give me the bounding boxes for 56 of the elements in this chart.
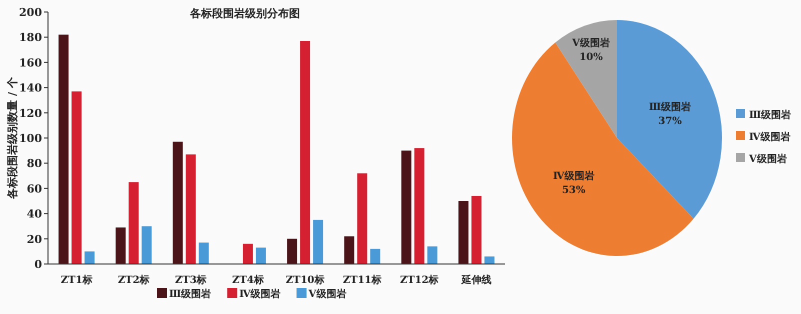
- y-tick-label: 200: [19, 6, 42, 19]
- y-tick-label: 0: [34, 258, 42, 271]
- legend-label: Ⅴ级围岩: [308, 288, 346, 300]
- y-tick-label: 180: [19, 31, 42, 44]
- bar: [484, 256, 494, 264]
- chart-title: 各标段围岩级别分布图: [189, 7, 300, 20]
- legend-label: Ⅴ级围岩: [748, 153, 787, 165]
- bar: [300, 40, 310, 264]
- slice-label: Ⅲ级围岩: [648, 101, 692, 114]
- bar: [313, 220, 324, 264]
- bar: [186, 154, 196, 264]
- legend-label: Ⅲ级围岩: [749, 109, 792, 121]
- bar: [72, 91, 82, 264]
- x-tick-label: ZT10标: [286, 274, 324, 286]
- y-axis-title: 各标段围岩级别数量 / 个: [6, 76, 19, 200]
- y-tick-label: 140: [19, 82, 42, 95]
- y-tick-label: 40: [26, 208, 42, 221]
- slice-label: Ⅳ级围岩: [553, 170, 594, 182]
- bar: [128, 182, 139, 264]
- bar: [427, 246, 438, 264]
- bar: [458, 201, 468, 264]
- y-tick-label: 20: [26, 232, 42, 246]
- bar: [84, 251, 95, 264]
- y-tick-label: 60: [26, 182, 42, 196]
- bar: [58, 34, 69, 264]
- data-label: 10%: [579, 52, 604, 64]
- data-label: 53%: [562, 184, 586, 196]
- slice-label: Ⅴ级围岩: [571, 37, 610, 50]
- x-tick-label: 延伸线: [460, 274, 492, 286]
- legend-label: Ⅳ级围岩: [239, 288, 281, 300]
- y-tick-label: 80: [26, 157, 42, 170]
- data-label: 37%: [658, 116, 682, 128]
- legend-label: Ⅲ级围岩: [169, 288, 212, 300]
- bar: [370, 248, 380, 264]
- x-tick-label: ZT3标: [174, 274, 207, 286]
- x-tick-label: ZT1标: [60, 274, 92, 286]
- bar: [142, 226, 152, 264]
- bar: [287, 238, 298, 264]
- bar: [172, 142, 183, 264]
- bar: [116, 227, 126, 264]
- bar: [401, 150, 412, 264]
- y-tick-label: 120: [19, 106, 42, 120]
- x-tick-label: ZT2标: [118, 274, 150, 286]
- bar: [198, 242, 209, 264]
- y-tick-label: 100: [19, 132, 42, 145]
- legend-label: Ⅳ级围岩: [749, 131, 790, 143]
- y-tick-label: 160: [19, 56, 42, 70]
- bar: [256, 248, 266, 264]
- bar: [471, 196, 482, 264]
- x-tick-label: ZT12标: [400, 274, 439, 286]
- bar: [357, 173, 368, 264]
- x-tick-label: ZT4标: [232, 274, 264, 286]
- bar: [414, 148, 424, 264]
- bar: [242, 244, 253, 264]
- bar: [344, 236, 354, 264]
- x-tick-label: ZT11标: [342, 274, 382, 286]
